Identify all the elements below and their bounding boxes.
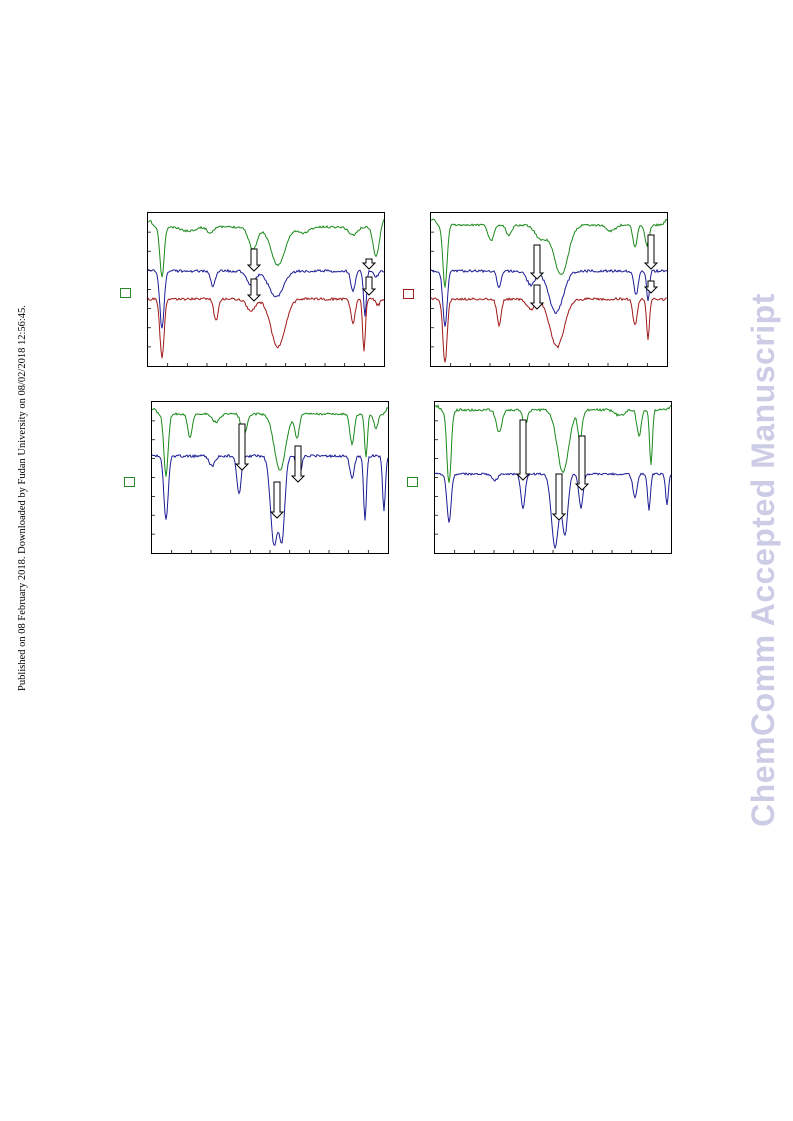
legend-marker-bottom-right <box>407 477 418 487</box>
accepted-manuscript-watermark: ChemComm Accepted Manuscript <box>745 293 781 827</box>
blue-trace-bottom-right <box>434 472 672 550</box>
publication-side-note: Published on 08 February 2018. Downloade… <box>17 305 28 691</box>
arrow-bottom-left-1 <box>234 423 250 471</box>
blue-trace-top-left <box>148 268 385 329</box>
axis-ticks-bottom-left <box>152 420 369 553</box>
green-trace-bottom-left <box>151 406 389 477</box>
green-trace-top-left <box>147 219 385 278</box>
axis-ticks-bottom-right <box>435 420 652 553</box>
spectrum-panel-bottom-left <box>151 401 389 554</box>
p2-plot <box>151 406 389 553</box>
arrow-top-right-4 <box>643 280 659 294</box>
arrow-top-left-2 <box>246 278 262 302</box>
arrow-top-left-1 <box>246 248 262 272</box>
red-trace-top-left <box>147 297 385 359</box>
legend-marker-bottom-left <box>124 477 135 487</box>
arrow-top-right-2 <box>529 284 545 310</box>
arrow-top-left-3 <box>361 258 377 270</box>
spectrum-panel-top-right <box>430 212 668 367</box>
spectrum-panel-top-left <box>147 212 385 367</box>
legend-marker-top-right <box>403 289 414 299</box>
arrow-top-left-4 <box>361 276 377 296</box>
red-trace-top-right <box>430 296 668 363</box>
arrow-top-right-1 <box>529 244 545 280</box>
p0-plot <box>147 219 385 366</box>
blue-trace-bottom-left <box>151 453 389 546</box>
p3-plot <box>434 404 672 553</box>
arrow-bottom-right-2 <box>551 473 567 521</box>
green-trace-top-right <box>430 218 668 288</box>
legend-marker-top-left <box>120 288 131 298</box>
green-trace-bottom-right <box>434 404 672 483</box>
arrow-bottom-right-3 <box>574 435 590 491</box>
arrow-bottom-left-3 <box>290 445 306 483</box>
arrow-top-right-3 <box>643 234 659 270</box>
spectrum-panel-bottom-right <box>434 401 672 554</box>
p1-plot <box>430 218 668 366</box>
blue-trace-top-right <box>430 268 668 327</box>
arrow-bottom-right-1 <box>515 419 531 481</box>
arrow-bottom-left-2 <box>269 481 285 519</box>
